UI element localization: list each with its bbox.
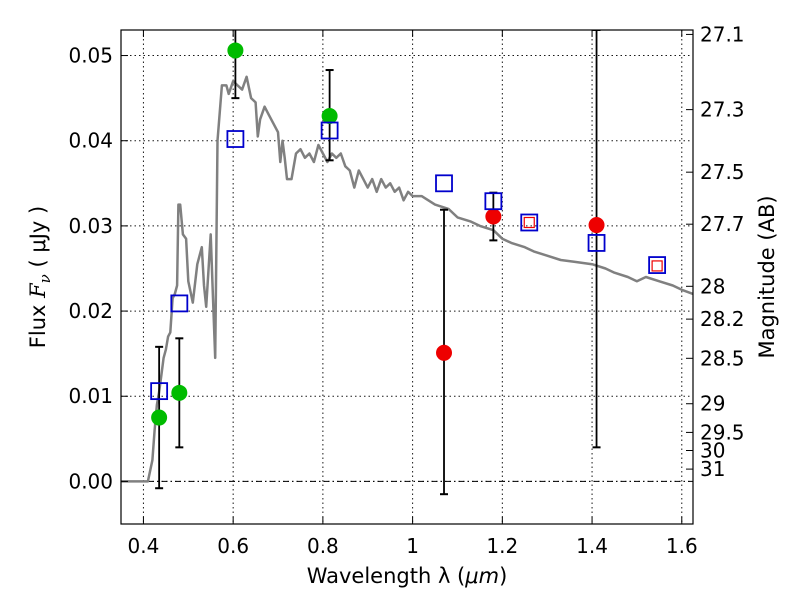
x-tick-label: 1.6 bbox=[666, 534, 698, 558]
data-point-circle bbox=[227, 42, 244, 59]
data-markers bbox=[150, 42, 667, 426]
data-point-circle bbox=[171, 384, 188, 401]
y-tick-label: 0.03 bbox=[68, 214, 113, 238]
magnitude-tick-label: 27.5 bbox=[700, 160, 745, 184]
data-point-square bbox=[587, 234, 606, 252]
data-point-square bbox=[648, 256, 667, 274]
plot-frame bbox=[120, 29, 694, 525]
y-tick-label: 0.04 bbox=[68, 129, 113, 153]
y-tick-label: 0.00 bbox=[68, 469, 113, 493]
magnitude-tick-label: 27.7 bbox=[700, 212, 745, 236]
data-point-square bbox=[435, 174, 453, 193]
data-point-circle bbox=[588, 217, 605, 234]
x-tick-label: 1.2 bbox=[486, 534, 518, 558]
model-spectrum bbox=[121, 75, 693, 483]
y-tick-label: 0.01 bbox=[68, 384, 113, 408]
x-tick-label: 0.8 bbox=[307, 534, 339, 558]
y-tick-label: 0.05 bbox=[68, 44, 113, 68]
y-tick-label: 0.02 bbox=[68, 299, 113, 323]
x-axis-title: Wavelength λ (μm) bbox=[307, 564, 508, 588]
data-point-square bbox=[150, 382, 169, 401]
data-point-circle bbox=[485, 208, 502, 225]
magnitude-tick-label: 28.5 bbox=[700, 346, 745, 370]
data-point-circle bbox=[321, 108, 338, 125]
magnitude-tick-label: 28 bbox=[700, 274, 725, 298]
model-curve bbox=[121, 75, 693, 483]
data-point-square bbox=[320, 121, 339, 140]
y-axis-title: Flux Fν ( μJy ) bbox=[26, 206, 54, 348]
magnitude-tick-label: 29 bbox=[700, 392, 725, 416]
x-tick-label: 1 bbox=[406, 534, 419, 558]
magnitude-tick-label: 31 bbox=[700, 457, 725, 481]
x-axis-ticks: 0.4 0.6 0.8 1 1.2 1.4 1.6 bbox=[128, 30, 698, 558]
data-point-square bbox=[170, 294, 189, 313]
magnitude-axis-title: Magnitude (AB) bbox=[755, 195, 779, 358]
data-marker-inner-square bbox=[523, 216, 535, 229]
magnitude-tick-label: 30 bbox=[700, 438, 725, 462]
magnitude-tick-label: 27.1 bbox=[700, 22, 745, 46]
x-tick-label: 0.6 bbox=[217, 534, 249, 558]
magnitude-tick-label: 27.3 bbox=[700, 98, 745, 122]
data-point-circle bbox=[436, 344, 453, 361]
x-tick-label: 1.4 bbox=[576, 534, 608, 558]
magnitude-tick-label: 29.5 bbox=[700, 420, 745, 444]
data-point-square bbox=[226, 130, 245, 148]
magnitude-tick-label: 28.2 bbox=[700, 307, 745, 331]
data-point-square bbox=[484, 192, 503, 211]
data-marker-inner-square bbox=[651, 260, 663, 272]
x-tick-label: 0.4 bbox=[128, 534, 160, 558]
data-point-circle bbox=[151, 409, 168, 426]
y-axis-ticks: 0.00 0.01 0.02 0.03 0.04 0.05 bbox=[68, 44, 128, 493]
data-point-square bbox=[520, 213, 539, 232]
